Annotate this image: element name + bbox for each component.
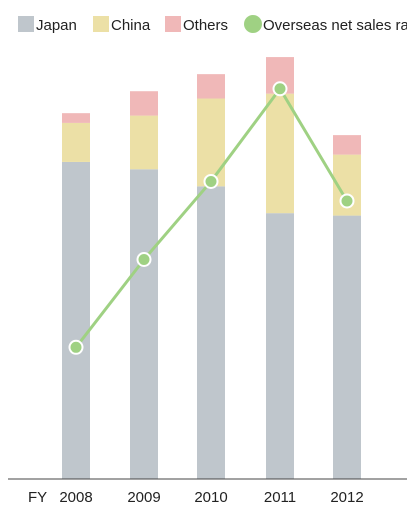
bar-others-2012 xyxy=(333,135,361,155)
bar-china-2010 xyxy=(197,98,225,187)
x-tick-label-2008: 2008 xyxy=(59,489,92,506)
bar-china-2011 xyxy=(266,93,294,214)
legend-label-others: Others xyxy=(183,17,228,34)
bar-china-2009 xyxy=(130,115,158,170)
x-axis-ticks: FY 2008 2009 2010 2011 2012 xyxy=(28,489,364,506)
x-tick-label-2012: 2012 xyxy=(330,489,363,506)
x-tick-label-2010: 2010 xyxy=(194,489,227,506)
x-tick-label-2011: 2011 xyxy=(264,489,296,506)
bar-japan-2012 xyxy=(333,215,361,479)
legend-label-china: China xyxy=(111,17,151,34)
legend-swatch-overseas-net-sales-ratio xyxy=(244,15,262,33)
x-tick-label-2009: 2009 xyxy=(127,489,160,506)
overseas-ratio-point-2008 xyxy=(68,339,84,355)
bar-japan-2010 xyxy=(197,186,225,480)
overseas-ratio-point-2012 xyxy=(339,193,355,209)
bar-others-2010 xyxy=(197,74,225,99)
bar-others-2009 xyxy=(130,91,158,116)
overseas-ratio-point-2009 xyxy=(136,252,152,267)
overseas-ratio-point-2011 xyxy=(272,81,288,97)
bar-japan-2009 xyxy=(130,169,158,479)
legend: Japan China Others Overseas net sales ratio xyxy=(18,15,407,34)
bars-layer xyxy=(62,57,361,480)
bar-china-2008 xyxy=(62,122,90,162)
x-axis-prefix-label: FY xyxy=(28,489,47,506)
legend-swatch-china xyxy=(93,16,109,32)
bar-japan-2011 xyxy=(266,213,294,479)
legend-label-japan: Japan xyxy=(36,17,77,34)
legend-label-overseas-net-sales-ratio: Overseas net sales ratio xyxy=(263,17,407,34)
bar-others-2008 xyxy=(62,113,90,123)
line-layer xyxy=(68,81,355,355)
bar-japan-2008 xyxy=(62,161,90,479)
legend-swatch-others xyxy=(165,16,181,32)
legend-swatch-japan xyxy=(18,16,34,32)
overseas-ratio-point-2010 xyxy=(203,173,219,189)
